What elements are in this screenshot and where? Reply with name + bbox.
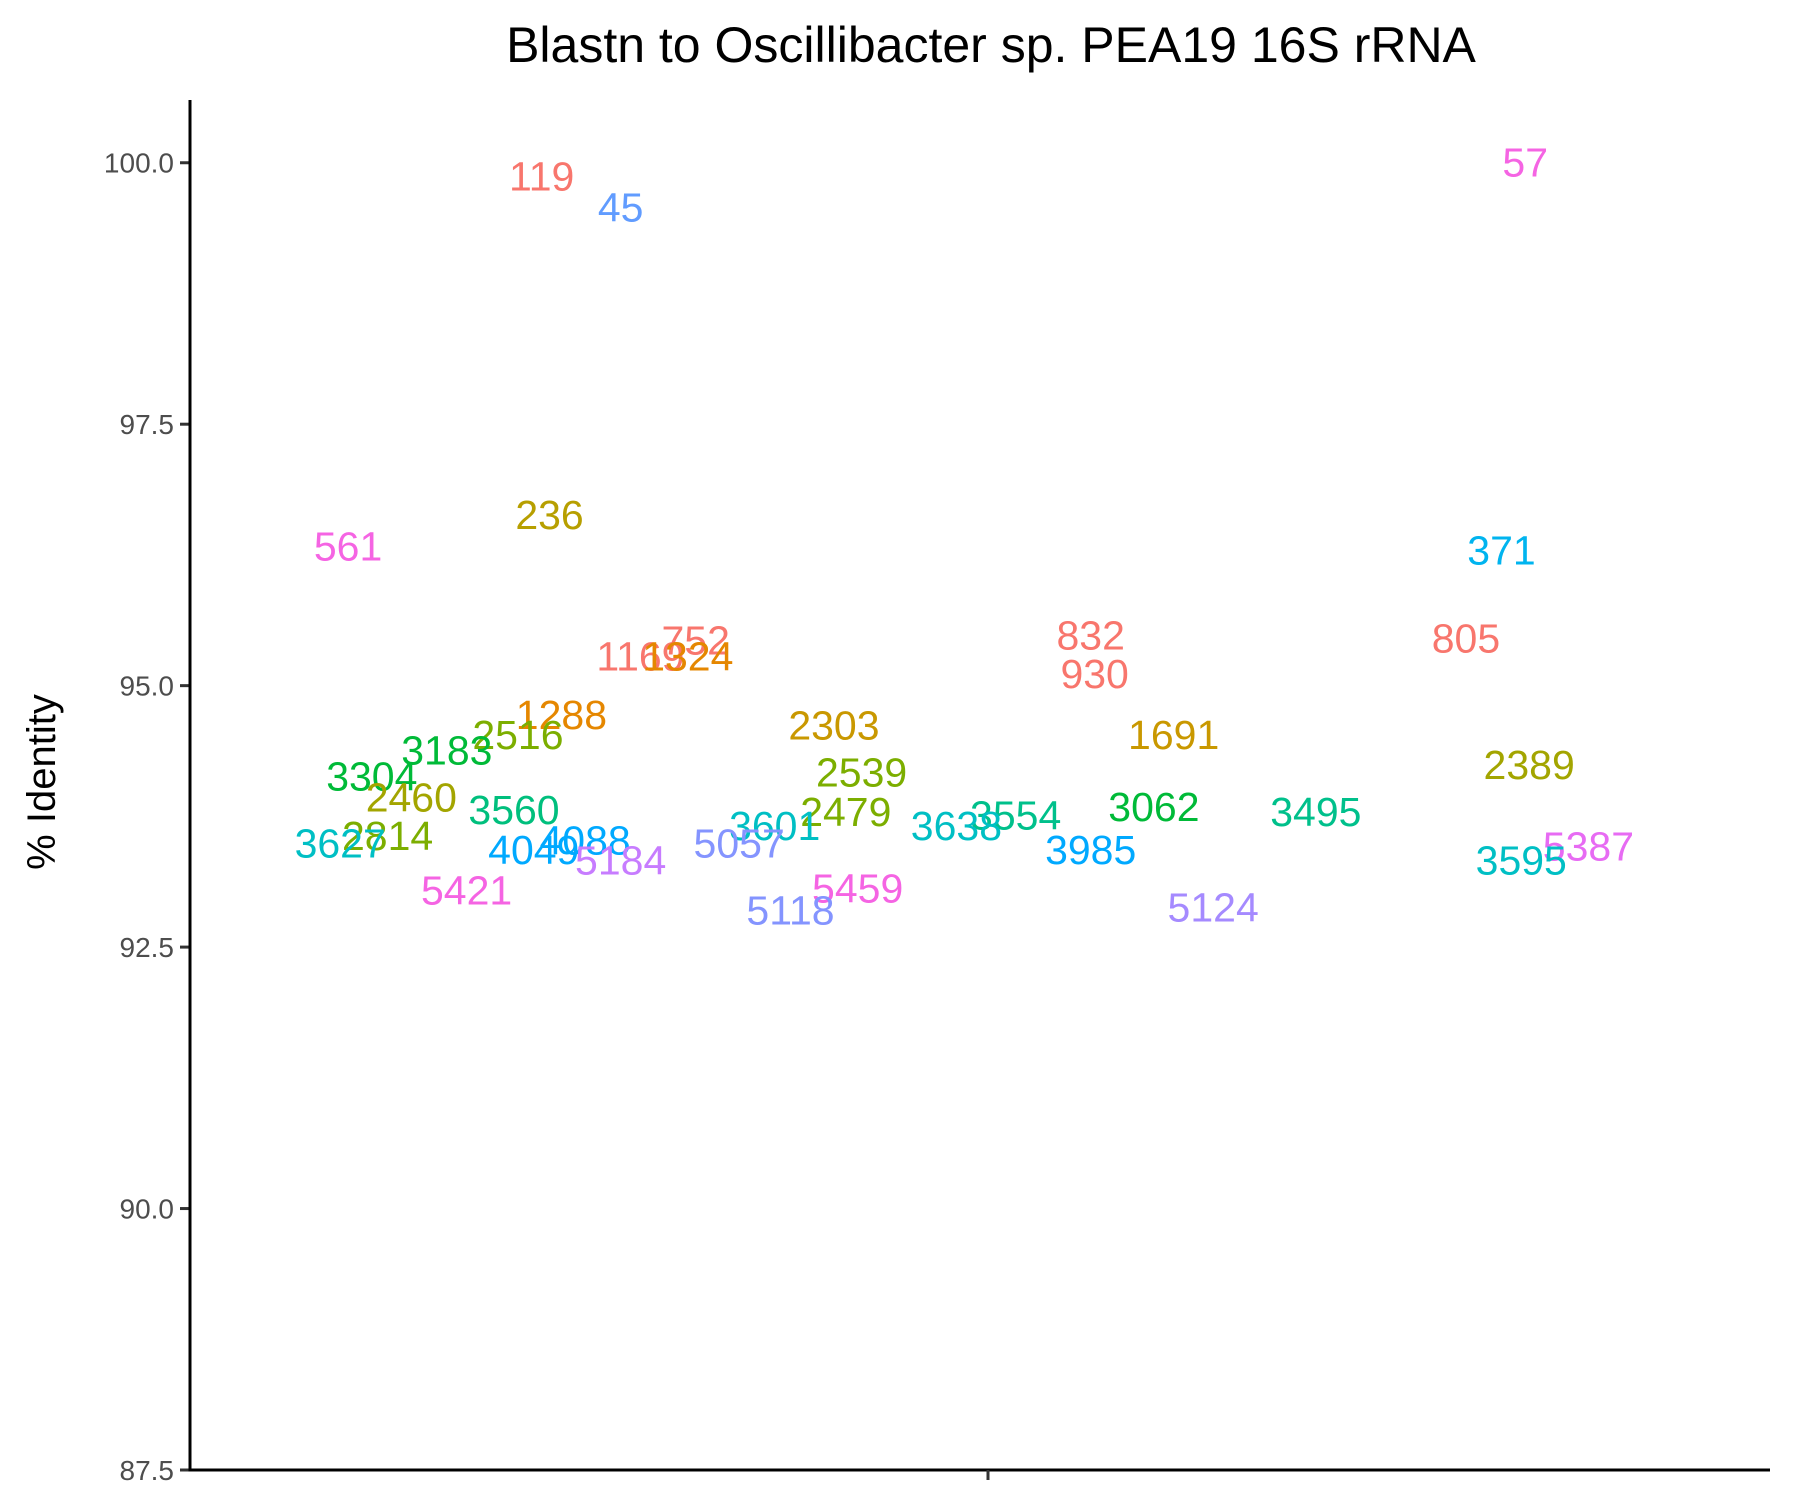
data-point-label: 3595	[1476, 837, 1567, 883]
data-point-label: 3183	[401, 727, 492, 773]
y-tick-label: 90.0	[120, 1194, 175, 1225]
data-point-label: 3627	[295, 821, 386, 867]
data-point-label: 832	[1056, 612, 1124, 658]
data-point-label: 930	[1060, 651, 1128, 697]
data-point-label: 3985	[1045, 827, 1136, 873]
data-point-label: 5387	[1543, 824, 1634, 870]
data-point-label: 57	[1502, 140, 1548, 186]
data-point-label: 5184	[575, 837, 666, 883]
data-point-label: 371	[1467, 528, 1535, 574]
data-point-label: 2303	[788, 702, 879, 748]
data-point-label: 5421	[421, 868, 512, 914]
y-tick-label: 95.0	[120, 671, 175, 702]
data-point-label: 5459	[812, 866, 903, 912]
data-point-label: 561	[314, 524, 382, 570]
data-point-label: 3560	[468, 787, 559, 833]
data-point-label: 3062	[1108, 784, 1199, 830]
data-point-label: 2479	[800, 789, 891, 835]
data-point-label: 45	[598, 185, 644, 231]
y-axis-ticks: 87.5 90.0 92.5 95.0 97.5 100.0	[104, 148, 190, 1486]
y-axis-label: % Identity	[20, 694, 64, 870]
data-point-label: 3554	[970, 792, 1061, 838]
data-point-label: 2516	[472, 712, 563, 758]
y-tick-label: 100.0	[104, 148, 174, 179]
y-tick-label: 97.5	[120, 409, 175, 440]
data-point-label: 805	[1432, 616, 1500, 662]
data-point-label: 2814	[342, 813, 433, 859]
data-point-label: 3495	[1270, 789, 1361, 835]
data-point-label: 3638	[911, 803, 1002, 849]
data-point-label: 1288	[516, 692, 607, 738]
data-point-label: 5057	[694, 821, 785, 867]
data-point-label: 2460	[366, 775, 457, 821]
data-point-label: 4088	[539, 817, 630, 863]
data-point-label: 119	[509, 153, 574, 199]
data-point-label: 752	[661, 618, 729, 664]
data-point-label: 1691	[1128, 712, 1219, 758]
y-tick-label: 87.5	[120, 1455, 175, 1486]
data-point-label: 3304	[326, 754, 417, 800]
data-point-label: 1169	[596, 633, 684, 679]
data-point-label: 3601	[729, 803, 820, 849]
data-point-label: 5124	[1168, 884, 1259, 930]
data-point-label: 1324	[642, 633, 733, 679]
y-tick-label: 92.5	[120, 932, 175, 963]
data-point-label: 4049	[488, 827, 579, 873]
data-point-label: 236	[515, 492, 583, 538]
data-point-label: 2539	[816, 749, 907, 795]
data-point-label: 2389	[1484, 742, 1575, 788]
data-point-label: 5118	[746, 887, 834, 933]
chart-title: Blastn to Oscillibacter sp. PEA19 16S rR…	[506, 17, 1476, 73]
